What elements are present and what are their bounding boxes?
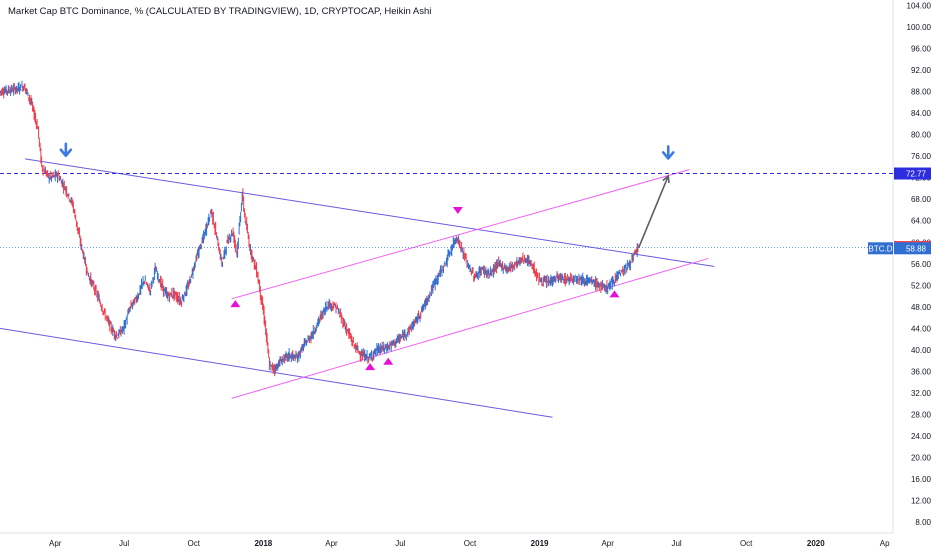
- y-tick-label: 48.00: [911, 303, 932, 312]
- x-tick-label: Jul: [119, 539, 129, 548]
- y-tick-label: 88.00: [911, 88, 932, 97]
- projection-arrow-head: [662, 174, 670, 184]
- resistance-price-label: 72.77: [906, 170, 927, 179]
- x-tick-label: Oct: [740, 539, 753, 548]
- x-tick-label: Oct: [464, 539, 477, 548]
- x-tick-label: Jul: [671, 539, 681, 548]
- down-triangle-marker: [452, 206, 463, 214]
- resistance-price-label-bg: [894, 167, 931, 180]
- y-tick-label: 40.00: [911, 346, 932, 355]
- up-triangle-marker: [383, 357, 394, 365]
- symbol-label-bg: [868, 242, 893, 255]
- y-tick-label: 92.00: [911, 66, 932, 75]
- x-tick-label: Oct: [188, 539, 201, 548]
- y-tick-label: 44.00: [911, 324, 932, 333]
- x-tick-label: 2019: [531, 539, 549, 548]
- y-tick-label: 80.00: [911, 131, 932, 140]
- x-tick-label: Ap: [880, 539, 890, 548]
- price-labels: 72.7759.11BTC.D58.88: [868, 167, 931, 255]
- x-tick-label: Apr: [49, 539, 62, 548]
- symbol-price-label: 58.88: [906, 244, 927, 253]
- ascending-channel-upper: [231, 169, 690, 300]
- up-triangle-marker: [365, 363, 376, 371]
- y-tick-label: 56.00: [911, 260, 932, 269]
- x-tick-label: Apr: [601, 539, 614, 548]
- descending-channel-upper: [24, 158, 715, 267]
- x-axis: Apr Jul Oct 2018 Apr Jul Oct 2019 Apr Jul Oct 2020 A…: [49, 539, 890, 548]
- y-tick-label: 20.00: [911, 454, 932, 463]
- y-axis: 104.00 100.00 96.00 92.00 88.00 84.00 80.00 76.…: [907, 1, 932, 527]
- x-tick-label: 2020: [807, 539, 825, 548]
- y-tick-label: 16.00: [911, 475, 932, 484]
- y-tick-label: 28.00: [911, 411, 932, 420]
- projection-arrow: [637, 175, 669, 248]
- symbol-label: BTC.D: [869, 244, 893, 253]
- y-tick-label: 32.00: [911, 389, 932, 398]
- y-tick-label: 12.00: [911, 497, 932, 506]
- y-tick-label: 76.00: [911, 152, 932, 161]
- down-arrow-marker: [661, 145, 675, 160]
- chart-title: Market Cap BTC Dominance, % (CALCULATED …: [8, 6, 432, 17]
- y-tick-label: 24.00: [911, 432, 932, 441]
- y-tick-label: 84.00: [911, 109, 932, 118]
- up-triangle-marker: [230, 300, 241, 308]
- down-arrow-marker: [59, 142, 73, 158]
- x-tick-label: 2018: [254, 539, 272, 548]
- x-tick-label: Jul: [395, 539, 405, 548]
- y-tick-label: 100.00: [907, 23, 932, 32]
- channel-lines: [0, 158, 893, 418]
- up-triangle-marker: [609, 290, 620, 298]
- x-tick-label: Apr: [325, 539, 338, 548]
- grid-layer: [0, 0, 894, 534]
- symbol-price-bg: [894, 242, 931, 255]
- y-tick-label: 52.00: [911, 281, 932, 290]
- price-series: [0, 80, 639, 377]
- y-tick-label: 68.00: [911, 195, 932, 204]
- y-tick-label: 104.00: [907, 1, 932, 10]
- y-tick-label: 64.00: [911, 217, 932, 226]
- y-tick-label: 96.00: [911, 44, 932, 53]
- y-tick-label: 8.00: [915, 518, 931, 527]
- markers-layer: [59, 142, 675, 371]
- y-tick-label: 36.00: [911, 367, 932, 376]
- descending-channel-lower: [0, 327, 553, 418]
- ascending-channel-lower: [231, 257, 709, 399]
